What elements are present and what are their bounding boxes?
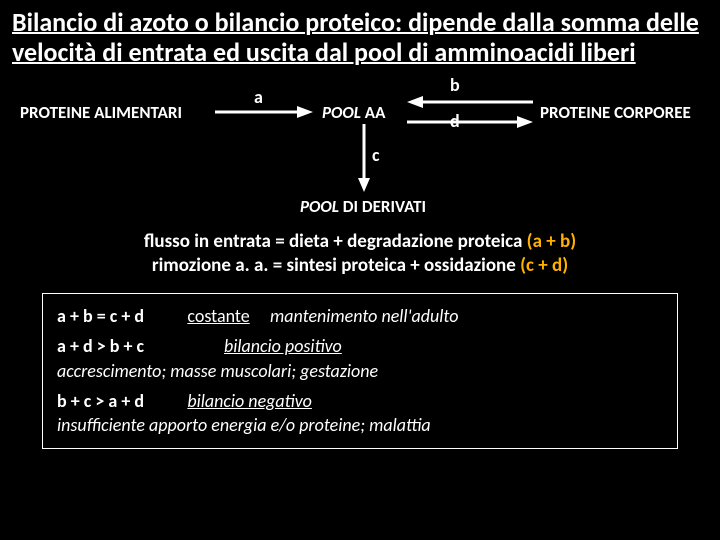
eq2: a + d > b + c (57, 334, 167, 358)
node-pool-derivati: POOL DI DERIVATI (300, 196, 426, 217)
eq1-rest: mantenimento nell'adulto (270, 305, 458, 327)
slide-title: Bilancio di azoto o bilancio proteico: d… (0, 0, 720, 72)
arrow-c (354, 124, 374, 194)
flow-line2-text: rimozione a. a. = sintesi proteica + oss… (152, 254, 516, 277)
eq1: a + b = c + d (57, 304, 167, 328)
eq2-rest: accrescimento; masse muscolari; gestazio… (57, 360, 378, 382)
balance-row-2: a + d > b + c bilancio positivo accresci… (57, 334, 663, 383)
eq3: b + c > a + d (57, 389, 167, 413)
flow-line1-orange: (a + b) (522, 230, 576, 253)
flow-line-1: flusso in entrata = dieta + degradazione… (0, 230, 720, 255)
node-proteine-alimentari: PROTEINE ALIMENTARI (20, 102, 182, 123)
pool-derivati-italic: POOL (300, 196, 339, 217)
eq3-mid: bilancio negativo (187, 390, 312, 412)
label-a: a (254, 86, 263, 108)
arrow-d (405, 114, 535, 130)
arrow-b (405, 94, 535, 110)
balance-row-1: a + b = c + d costante mantenimento nell… (57, 304, 663, 328)
node-pool-aa: POOL AA (322, 102, 385, 123)
eq3-rest: insufficiente apporto energia e/o protei… (57, 414, 431, 436)
label-c: c (372, 144, 380, 166)
balance-row-3: b + c > a + d bilancio negativo insuffic… (57, 389, 663, 438)
node-proteine-corporee: PROTEINE CORPOREE (540, 102, 691, 123)
pool-aa-rest: AA (361, 102, 385, 123)
balance-box: a + b = c + d costante mantenimento nell… (42, 293, 678, 448)
eq1-mid: costante (187, 305, 249, 327)
label-b: b (450, 74, 460, 96)
flow-diagram: PROTEINE ALIMENTARI POOL AA PROTEINE COR… (0, 74, 720, 224)
pool-derivati-rest: DI DERIVATI (339, 196, 426, 217)
flow-line1-text: flusso in entrata = dieta + degradazione… (144, 230, 523, 253)
arrow-a (215, 104, 315, 124)
eq2-mid: bilancio positivo (224, 335, 342, 357)
label-d: d (450, 110, 460, 132)
pool-aa-italic: POOL (322, 102, 361, 123)
flow-line-2: rimozione a. a. = sintesi proteica + oss… (0, 254, 720, 279)
flow-line2-orange: (c + d) (516, 254, 568, 277)
flow-equations: flusso in entrata = dieta + degradazione… (0, 230, 720, 279)
